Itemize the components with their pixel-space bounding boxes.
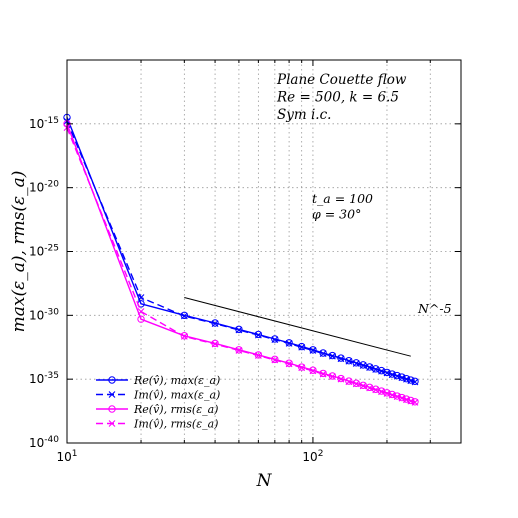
data-point xyxy=(345,356,353,365)
data-point xyxy=(285,360,293,368)
data-point xyxy=(359,382,367,390)
data-point xyxy=(398,394,406,402)
ticks: 101 102 10-15 10-20 10-25 10-30 10-35 10-40 xyxy=(29,60,462,464)
data-point xyxy=(137,308,145,315)
data-point xyxy=(352,380,360,388)
data-point xyxy=(137,315,145,323)
annotation-line: Sym i.c. xyxy=(277,107,331,123)
data-point xyxy=(411,399,419,406)
data-point xyxy=(372,366,380,373)
legend-marker xyxy=(108,376,116,384)
data-point xyxy=(180,332,189,340)
data-point xyxy=(180,333,188,340)
data-point xyxy=(319,350,327,358)
y-tick-label: 10-30 xyxy=(29,307,59,322)
series-layer xyxy=(63,113,419,406)
data-point xyxy=(388,391,396,399)
series-2 xyxy=(63,117,419,386)
data-point xyxy=(235,326,243,334)
data-point xyxy=(352,360,360,367)
y-tick-label: 10-40 xyxy=(29,435,59,450)
data-point xyxy=(407,377,415,385)
data-point xyxy=(180,312,188,320)
y-axis-label: max(ε_a), rms(ε_a) xyxy=(9,171,29,333)
data-point xyxy=(383,369,391,377)
data-point xyxy=(337,375,345,383)
data-point xyxy=(366,384,373,392)
data-point xyxy=(345,377,353,385)
data-point xyxy=(403,375,410,383)
slope-label: N^-5 xyxy=(417,301,452,316)
x-tick-label: 102 xyxy=(302,449,323,464)
data-point xyxy=(271,336,279,343)
y-tick-label: 10-25 xyxy=(29,244,59,259)
y-tick-label: 10-35 xyxy=(29,371,59,386)
data-point xyxy=(211,320,219,328)
data-point xyxy=(137,294,145,301)
y-tick-label: 10-15 xyxy=(29,116,59,131)
x-tick-label: 101 xyxy=(56,449,77,464)
data-point xyxy=(285,340,293,347)
annotation-param: t_a = 100 xyxy=(312,191,373,206)
grid xyxy=(67,60,461,443)
data-point xyxy=(309,347,317,354)
legend-label: Re(v̂), rms(ε_a) xyxy=(133,403,218,416)
y-tick-label: 10-20 xyxy=(29,180,59,195)
data-point xyxy=(359,362,367,369)
data-point xyxy=(378,367,385,375)
series-4 xyxy=(63,124,419,406)
legend-label: Re(v̂), max(ε_a) xyxy=(133,374,220,387)
legend-marker xyxy=(108,420,116,427)
legend-marker xyxy=(108,391,116,398)
data-point xyxy=(388,371,396,379)
data-point xyxy=(271,335,279,343)
data-point xyxy=(345,378,353,386)
data-point xyxy=(298,343,306,351)
data-point xyxy=(271,355,279,364)
data-point xyxy=(298,364,306,372)
data-point xyxy=(337,355,345,363)
data-point xyxy=(403,396,410,404)
data-point xyxy=(309,367,317,375)
data-point xyxy=(329,352,336,360)
data-point xyxy=(211,340,219,348)
data-point xyxy=(329,373,336,381)
data-point xyxy=(393,393,401,401)
x-axis-label: N xyxy=(256,471,273,491)
data-point xyxy=(407,397,415,405)
annotation-line: Re = 500, k = 6.5 xyxy=(276,90,399,106)
series-line xyxy=(184,297,411,357)
data-point xyxy=(271,356,279,364)
annotation-line: Plane Couette flow xyxy=(276,72,407,88)
data-point xyxy=(378,388,385,396)
data-point xyxy=(383,390,391,397)
data-point xyxy=(345,357,353,365)
data-point xyxy=(366,364,373,371)
annotation-param: φ = 30° xyxy=(312,207,361,222)
series-5 xyxy=(184,297,411,357)
legend: Re(v̂), max(ε_a) Im(v̂), max(ε_a)Re(v̂), … xyxy=(96,374,220,431)
data-point xyxy=(372,386,380,394)
data-point xyxy=(411,378,419,386)
legend-label: Im(v̂), rms(ε_a) xyxy=(133,418,218,431)
data-point xyxy=(235,347,243,354)
data-point xyxy=(254,352,262,359)
legend-marker xyxy=(108,405,116,413)
series-line xyxy=(66,121,416,383)
data-point xyxy=(254,331,262,339)
data-point xyxy=(393,372,401,380)
legend-label: Im(v̂), max(ε_a) xyxy=(133,389,220,402)
data-point xyxy=(319,370,327,378)
data-point xyxy=(398,374,406,382)
